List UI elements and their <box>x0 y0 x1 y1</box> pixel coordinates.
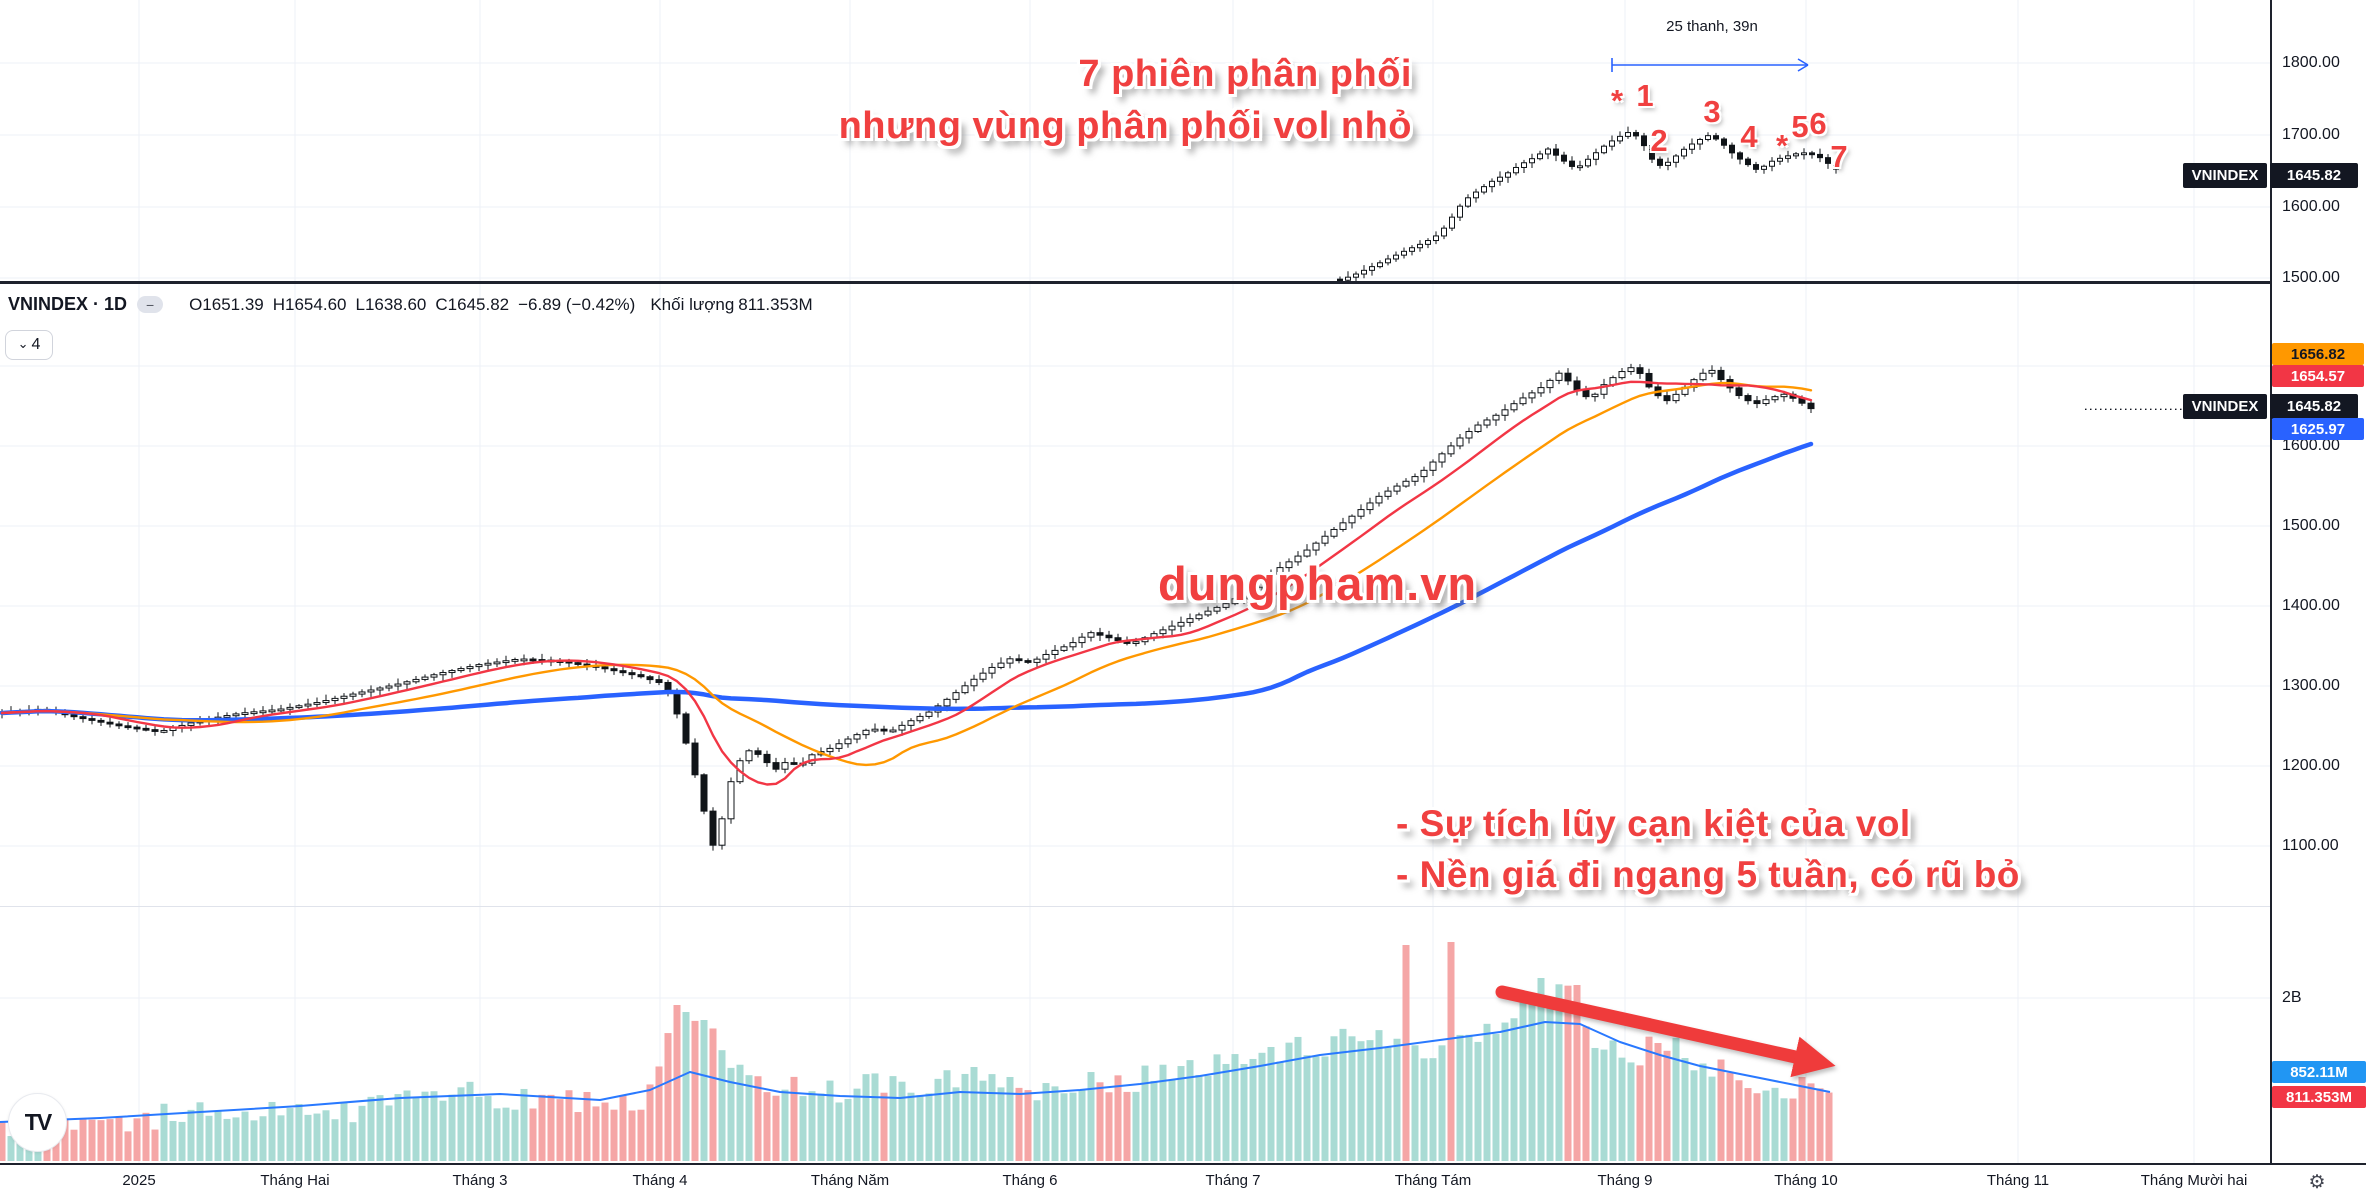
distribution-marker: 1 <box>1636 78 1654 113</box>
price-tick-label: 1400.00 <box>2282 597 2340 614</box>
indicators-collapse-button[interactable]: ⌄ 4 <box>5 330 53 360</box>
ma-line-medium <box>0 381 1813 767</box>
measure-arrow <box>1611 58 1809 72</box>
volume-ma-badge: 852.11M <box>2272 1061 2366 1083</box>
symbol-title[interactable]: VNINDEX · 1D <box>8 294 128 314</box>
distribution-annotation: 7 phiên phân phối nhưng vùng phân phối v… <box>838 53 1412 148</box>
time-tick-label: Tháng Mười hai <box>2140 1172 2248 1189</box>
main-chart-pane[interactable] <box>0 283 2270 906</box>
last-price-badge: VNINDEX 1645.82 <box>2183 394 2358 419</box>
low-value: L1638.60 <box>355 294 427 314</box>
distribution-marker: * <box>1610 83 1624 118</box>
time-tick-label: Tháng 6 <box>1002 1172 1058 1189</box>
time-tick-label: Tháng Tám <box>1394 1172 1472 1189</box>
ma-line-fast <box>0 380 1813 786</box>
time-axis[interactable]: 2025 Tháng Hai Tháng 3 Tháng 4 Tháng Năm Thán… <box>0 1165 2366 1198</box>
price-tick-label: 1600.00 <box>2282 437 2340 454</box>
volume-value-badge: 811.353M <box>2272 1086 2366 1108</box>
distribution-marker: 3 <box>1703 94 1721 129</box>
distribution-marker: 7 <box>1830 139 1848 174</box>
time-tick-label: Tháng 10 <box>1774 1172 1838 1189</box>
close-value: C1645.82 <box>435 294 510 314</box>
candles <box>1337 126 1839 283</box>
distribution-marker: 6 <box>1809 106 1827 141</box>
symbol-legend[interactable]: VNINDEX · 1D − O1651.39 H1654.60 L1638.6… <box>8 294 813 315</box>
time-tick-label: Tháng 11 <box>1986 1172 2050 1189</box>
volume-ma-line <box>0 1021 1831 1123</box>
trend-arrow <box>1495 985 1836 1078</box>
time-tick-label: Tháng 4 <box>632 1172 688 1189</box>
price-tick-label: 1600.00 <box>2282 198 2340 215</box>
ma-slow-value-badge: 1625.97 <box>2272 418 2364 440</box>
volume-pane[interactable] <box>0 906 2270 1163</box>
change-value: −6.89 (−0.42%) <box>518 294 636 314</box>
time-tick-label: Tháng 9 <box>1597 1172 1653 1189</box>
time-tick-label: 2025 <box>122 1172 156 1189</box>
volume-label: Khối lượng <box>650 294 735 314</box>
grid <box>0 0 2270 283</box>
candles <box>0 363 1815 851</box>
volume-value: 811.353M <box>738 294 813 314</box>
volume-bars <box>0 942 1833 1161</box>
distribution-marker: * <box>1775 128 1789 163</box>
time-tick-label: Tháng Hai <box>260 1172 330 1189</box>
ma-fast-value-badge: 1654.57 <box>2272 365 2364 387</box>
time-tick-label: Tháng Năm <box>810 1172 890 1189</box>
axis-settings-gear-icon[interactable]: ⚙ <box>2308 1171 2326 1193</box>
minus-icon: − <box>145 296 155 313</box>
measure-label: 25 thanh, 39n <box>1666 18 1758 35</box>
indicators-count: 4 <box>31 336 41 353</box>
open-value: O1651.39 <box>189 294 264 314</box>
time-tick-label: Tháng 7 <box>1205 1172 1261 1189</box>
accumulation-annotation: - Sự tích lũy cạn kiệt của vol - Nền giá… <box>1396 803 2020 896</box>
chevron-down-icon: ⌄ <box>17 336 29 351</box>
price-tick-label: 1500.00 <box>2282 517 2340 534</box>
pane-separator-top[interactable] <box>0 281 2366 284</box>
distribution-marker: 2 <box>1650 123 1668 158</box>
ohlc-values: O1651.39 H1654.60 L1638.60 C1645.82 −6.8… <box>189 295 813 315</box>
time-tick-label: Tháng 3 <box>452 1172 508 1189</box>
watermark: dungpham.vn <box>1158 557 1478 610</box>
high-value: H1654.60 <box>272 294 347 314</box>
price-axis-border <box>2270 0 2272 1198</box>
price-tick-label: 1500.00 <box>2282 269 2340 286</box>
price-tick-label: 2B <box>2282 989 2302 1006</box>
ma-line-slow <box>0 441 1814 723</box>
time-axis-separator <box>0 1163 2366 1165</box>
ma-medium-value-badge: 1656.82 <box>2272 343 2364 365</box>
price-tick-label: 1800.00 <box>2282 54 2340 71</box>
price-tick-label: 1700.00 <box>2282 126 2340 143</box>
distribution-marker: 5 <box>1791 109 1809 144</box>
tradingview-logo[interactable]: TV <box>8 1093 67 1152</box>
price-tick-label: 1200.00 <box>2282 757 2340 774</box>
distribution-marker: 4 <box>1740 119 1758 154</box>
legend-toggle-pill[interactable]: − <box>137 296 164 313</box>
inset-chart-pane[interactable] <box>0 0 2270 283</box>
grid <box>0 283 2270 906</box>
inset-price-badge: VNINDEX 1645.82 <box>2183 163 2358 188</box>
pane-separator-volume[interactable] <box>0 906 2366 907</box>
price-tick-label: 1300.00 <box>2282 677 2340 694</box>
price-tick-label: 1100.00 <box>2282 837 2339 854</box>
price-axis[interactable]: 1800.00 1700.00 1600.00 1500.00 1600.00 1500.… <box>2272 0 2366 1163</box>
